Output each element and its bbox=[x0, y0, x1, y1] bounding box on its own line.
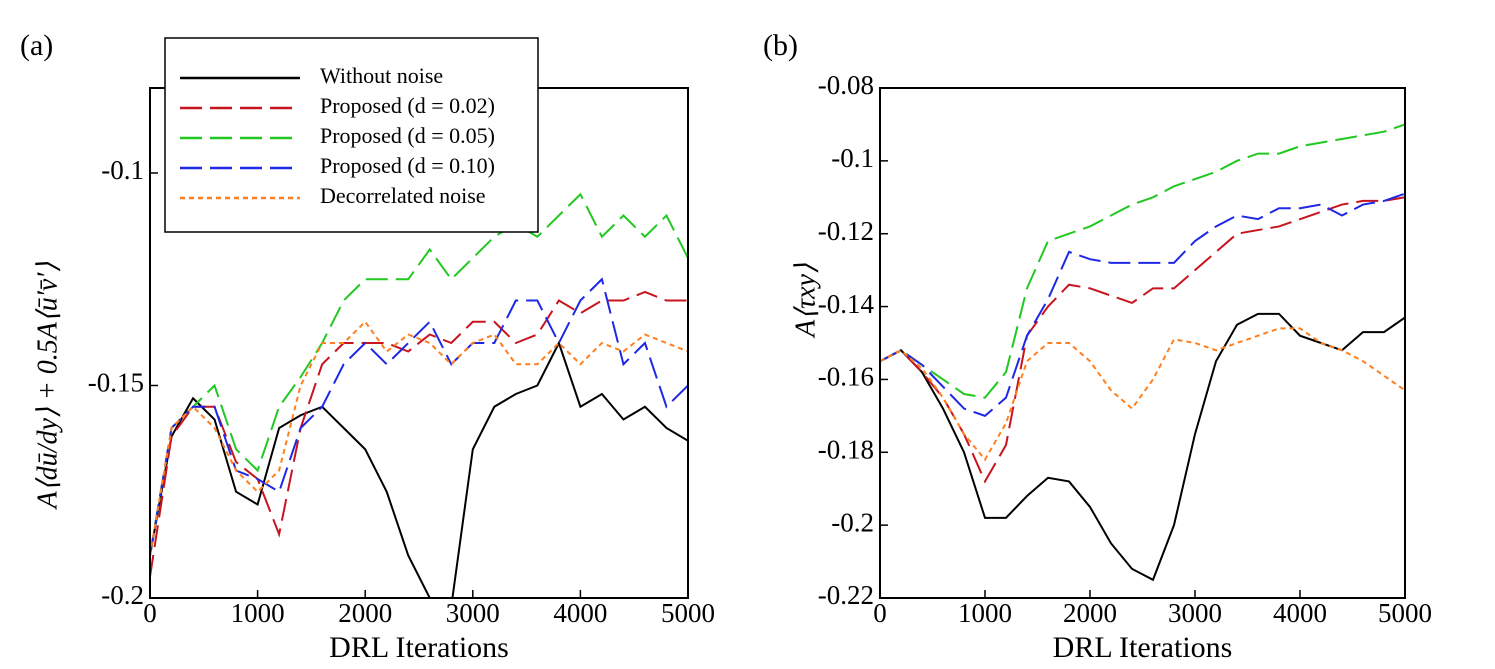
x-tick-label: 5000 bbox=[1378, 598, 1432, 628]
x-tick-label: 2000 bbox=[1063, 598, 1117, 628]
y-tick-label: -0.08 bbox=[818, 70, 874, 100]
legend-label: Proposed (d = 0.05) bbox=[320, 123, 495, 148]
y-tick-label: -0.2 bbox=[101, 580, 144, 610]
x-tick-label: 4000 bbox=[1273, 598, 1327, 628]
series-line bbox=[880, 196, 1405, 484]
y-tick-label: -0.1 bbox=[831, 143, 874, 173]
series-line bbox=[150, 290, 688, 577]
x-axis-label: DRL Iterations bbox=[329, 631, 509, 664]
series-line bbox=[150, 320, 688, 556]
y-tick-label: -0.18 bbox=[818, 434, 874, 464]
plot-frame bbox=[879, 87, 1406, 599]
x-tick-label: 1000 bbox=[958, 598, 1012, 628]
x-tick-label: 3000 bbox=[446, 598, 500, 628]
legend-label: Without noise bbox=[320, 63, 443, 88]
x-tick-label: 0 bbox=[143, 598, 157, 628]
legend-box bbox=[164, 37, 539, 233]
series-line bbox=[880, 123, 1405, 399]
legend-label: Proposed (d = 0.10) bbox=[320, 153, 495, 178]
y-axis-label: A⟨dū/dy⟩ + 0.5A⟨ū′v̄′⟩ bbox=[32, 262, 63, 511]
series-line bbox=[880, 327, 1405, 462]
panel-label: (a) bbox=[20, 29, 53, 62]
series-line bbox=[880, 312, 1405, 582]
series-line bbox=[150, 277, 688, 556]
series-line bbox=[880, 192, 1405, 417]
y-tick-label: -0.16 bbox=[818, 362, 874, 392]
legend-label: Proposed (d = 0.02) bbox=[320, 93, 495, 118]
x-tick-label: 3000 bbox=[1168, 598, 1222, 628]
series-line bbox=[150, 192, 688, 556]
x-tick-label: 4000 bbox=[553, 598, 607, 628]
panel-label: (b) bbox=[763, 29, 798, 62]
y-tick-label: -0.2 bbox=[831, 507, 874, 537]
series-line bbox=[150, 340, 688, 598]
y-axis-label: A⟨τxy⟩ bbox=[790, 263, 821, 339]
y-tick-label: -0.22 bbox=[818, 580, 874, 610]
y-tick-label: -0.12 bbox=[818, 216, 874, 246]
y-tick-label: -0.1 bbox=[101, 155, 144, 185]
x-tick-label: 1000 bbox=[231, 598, 285, 628]
y-tick-label: -0.14 bbox=[818, 289, 875, 319]
x-tick-label: 2000 bbox=[338, 598, 392, 628]
x-axis-label: DRL Iterations bbox=[1053, 631, 1233, 664]
x-tick-label: 5000 bbox=[661, 598, 715, 628]
y-tick-label: -0.15 bbox=[88, 368, 144, 398]
legend-label: Decorrelated noise bbox=[320, 183, 486, 208]
x-tick-label: 0 bbox=[873, 598, 887, 628]
